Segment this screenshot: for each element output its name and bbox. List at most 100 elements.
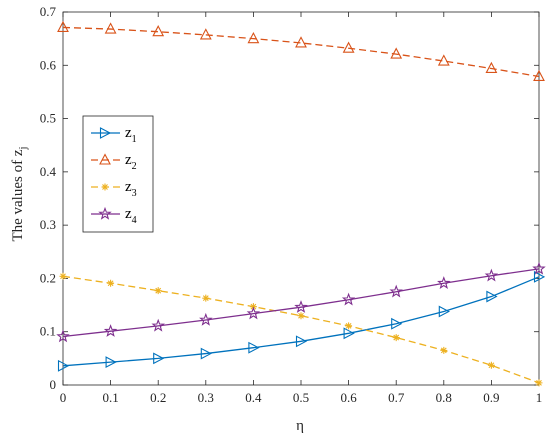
y-tick-label: 0.4 [40, 164, 57, 179]
legend-label: z4 [125, 206, 137, 226]
data-point-z1 [248, 341, 260, 354]
series-z3 [59, 272, 543, 387]
data-point-z4 [294, 300, 308, 313]
x-tick-label: 0 [60, 390, 67, 405]
y-tick-label: 0.5 [40, 111, 56, 126]
data-point-z1 [153, 352, 165, 365]
y-tick-label: 0.2 [40, 270, 56, 285]
legend-item-z4: z4 [91, 206, 137, 226]
legend-item-z2: z2 [91, 152, 137, 172]
x-tick-label: 0.9 [483, 390, 499, 405]
legend-label-main: z [125, 179, 132, 195]
data-point-z2 [533, 69, 545, 82]
y-tick-label: 0.7 [40, 4, 57, 19]
data-point-z2 [57, 20, 69, 33]
x-tick-label: 0.2 [150, 390, 166, 405]
data-point-z4 [103, 324, 118, 337]
x-tick-label: 0.1 [102, 390, 118, 405]
y-tick-label: 0.3 [40, 217, 56, 232]
data-point-z4 [389, 284, 403, 298]
x-tick-label: 1 [536, 390, 543, 405]
data-point-z4 [246, 306, 261, 320]
data-point-z1 [343, 327, 355, 340]
legend-label-sub: 3 [132, 188, 137, 199]
data-point-z3 [392, 334, 400, 342]
data-point-z2 [485, 61, 498, 74]
data-point-z4 [437, 276, 451, 289]
data-point-z4 [199, 312, 213, 326]
x-axis-label: η [296, 418, 304, 434]
series-z1 [57, 270, 546, 372]
data-point-z3 [487, 361, 495, 369]
legend-label: z1 [125, 125, 137, 145]
data-point-z2 [437, 54, 450, 66]
data-point-z2 [247, 31, 260, 44]
x-tick-label: 0.8 [436, 390, 452, 405]
data-point-z3 [59, 272, 67, 280]
data-point-z4 [56, 329, 70, 343]
data-point-z2 [390, 47, 403, 59]
y-tick-label: 0.6 [40, 57, 57, 72]
legend-marker [98, 206, 112, 220]
data-point-z2 [104, 22, 117, 34]
data-point-z1 [391, 317, 403, 330]
legend-marker [99, 153, 111, 165]
data-point-z3 [440, 346, 448, 354]
x-tick-label: 0.4 [245, 390, 262, 405]
legend-label-main: z [125, 125, 132, 141]
data-point-z4 [484, 268, 499, 282]
legend-label-sub: 2 [132, 161, 137, 172]
data-point-z2 [152, 25, 165, 37]
legend-label-main: z [125, 206, 132, 222]
series-line-z4 [62, 268, 540, 338]
data-point-z1 [533, 270, 546, 283]
data-point-z1 [200, 347, 212, 360]
legend-item-z1: z1 [91, 125, 137, 145]
legend-label-sub: 4 [132, 215, 137, 226]
legend-marker [99, 127, 112, 139]
data-point-z4 [532, 261, 546, 275]
x-tick-label: 0.6 [340, 390, 357, 405]
data-point-z1 [438, 305, 450, 318]
y-axis-label: The values of zj [10, 146, 29, 241]
y-axis-label-main: The values of z [10, 149, 26, 241]
y-tick-label: 0 [50, 377, 57, 392]
data-point-z3 [202, 294, 210, 302]
x-tick-label: 0.3 [198, 390, 214, 405]
legend-label-main: z [125, 152, 132, 168]
data-point-z2 [295, 36, 307, 48]
data-point-z1 [105, 356, 117, 368]
data-point-z3 [107, 279, 115, 287]
data-point-z3 [345, 322, 353, 330]
y-tick-label: 0.1 [40, 324, 56, 339]
series-z4 [56, 261, 546, 343]
data-point-z3 [535, 379, 543, 387]
legend-marker [101, 183, 109, 191]
data-point-z4 [151, 318, 165, 332]
data-point-z2 [199, 28, 212, 40]
legend-label-sub: 1 [132, 134, 137, 145]
series-layer [56, 20, 546, 387]
x-tick-label: 0.7 [388, 390, 405, 405]
data-point-z1 [486, 290, 498, 303]
legend-label: z3 [125, 179, 137, 199]
data-point-z4 [341, 292, 356, 306]
series-line-z2 [62, 26, 540, 78]
data-point-z1 [295, 335, 308, 348]
series-line-z3 [62, 275, 540, 384]
data-point-z2 [342, 41, 355, 53]
x-axis-ticks: 0 0.1 0.2 0.3 0.4 0.5 0.6 0.7 0.8 0.9 1 [60, 12, 543, 405]
legend-box [82, 115, 154, 233]
legend-item-z3: z3 [91, 179, 137, 199]
data-point-z1 [57, 359, 70, 372]
data-point-z3 [154, 287, 162, 295]
series-line-z1 [62, 276, 540, 367]
y-axis-label-sub: j [17, 146, 29, 150]
legend-label: z2 [125, 152, 137, 172]
y-axis-ticks: 0 0.1 0.2 0.3 0.4 0.5 0.6 0.7 [40, 4, 539, 392]
data-point-z3 [297, 312, 305, 320]
series-z2 [57, 20, 545, 82]
x-tick-label: 0.5 [293, 390, 309, 405]
